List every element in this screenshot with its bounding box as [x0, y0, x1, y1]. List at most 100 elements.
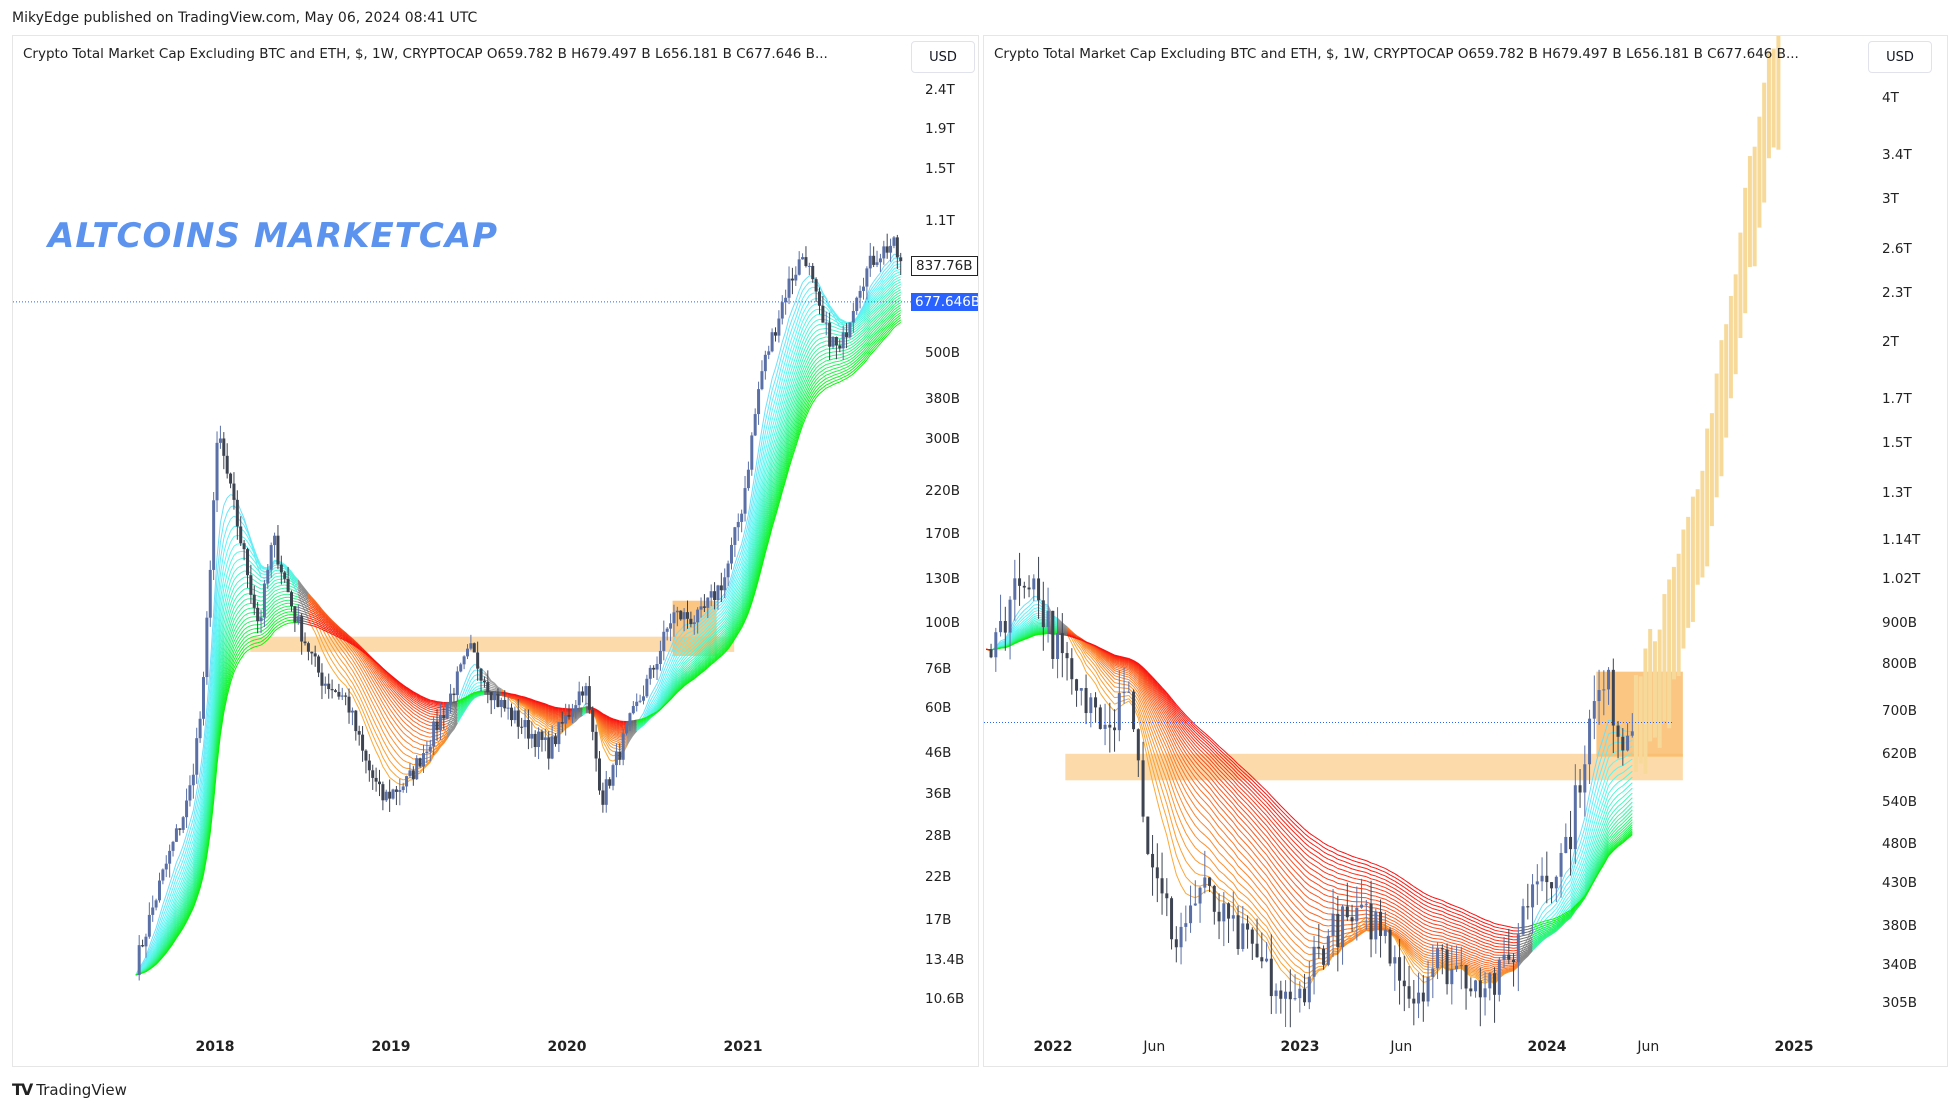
ema-ribbon-segment: [473, 688, 478, 692]
ema-ribbon-segment: [693, 669, 698, 674]
ema-ribbon-segment: [182, 861, 188, 872]
ema-ribbon-segment: [690, 637, 695, 641]
ema-ribbon-segment: [605, 733, 611, 739]
ema-ribbon-segment: [609, 720, 614, 724]
ema-ribbon-segment: [311, 610, 316, 613]
ema-ribbon-segment: [338, 663, 343, 669]
ema-ribbon-segment: [189, 892, 194, 902]
ema-ribbon-segment: [690, 678, 695, 682]
ema-ribbon-segment: [236, 597, 242, 603]
ema-ribbon-segment: [693, 623, 698, 628]
ema-ribbon-segment: [338, 650, 343, 657]
ema-ribbon-segment: [274, 596, 279, 599]
chart-panel-left[interactable]: Crypto Total Market Cap Excluding BTC an…: [12, 35, 979, 1067]
ema-ribbon-segment: [541, 716, 546, 720]
ema-ribbon-segment: [440, 732, 444, 735]
ema-ribbon-segment: [301, 603, 306, 612]
ema-ribbon-segment: [717, 603, 722, 608]
ema-ribbon-segment: [413, 720, 417, 724]
ema-ribbon-segment: [680, 685, 685, 690]
ema-ribbon-segment: [409, 706, 414, 711]
ema-ribbon-segment: [548, 725, 553, 728]
ema-ribbon-segment: [202, 754, 208, 786]
chart-canvas-left[interactable]: [13, 36, 978, 1066]
ema-ribbon-segment: [727, 615, 732, 622]
ema-ribbon-segment: [291, 576, 296, 581]
ema-ribbon-segment: [274, 609, 279, 613]
ema-ribbon-segment: [683, 666, 688, 671]
ema-ribbon-segment: [575, 711, 580, 714]
ema-ribbon-segment: [297, 582, 303, 587]
ema-ribbon-segment: [318, 606, 323, 611]
ema-ribbon-segment: [379, 668, 384, 674]
ema-ribbon-segment: [372, 667, 377, 673]
ema-ribbon-segment: [351, 688, 357, 697]
ema-ribbon-segment: [277, 622, 282, 626]
ema-ribbon-segment: [162, 917, 167, 927]
ema-ribbon-segment: [257, 631, 262, 633]
ema-ribbon-segment: [670, 675, 675, 683]
ema-ribbon-segment: [325, 620, 330, 624]
ema-ribbon-segment: [426, 702, 431, 705]
ema-ribbon-segment: [230, 619, 235, 631]
ema-ribbon-segment: [257, 577, 262, 582]
ema-ribbon-segment: [165, 897, 171, 908]
ema-ribbon-segment: [294, 576, 299, 581]
ema-ribbon-segment: [423, 698, 428, 701]
ema-ribbon-segment: [148, 954, 154, 961]
ema-ribbon-segment: [402, 691, 407, 696]
ema-ribbon-segment: [365, 655, 370, 661]
ema-ribbon-segment: [206, 778, 211, 809]
ema-ribbon-segment: [710, 658, 715, 662]
ema-ribbon-segment: [321, 613, 326, 618]
ema-ribbon-segment: [710, 607, 715, 611]
ema-ribbon-segment: [535, 707, 539, 710]
ema-ribbon-segment: [531, 702, 536, 706]
ema-ribbon-segment: [396, 683, 401, 688]
ema-ribbon-segment: [687, 679, 692, 684]
ema-ribbon-segment: [186, 878, 191, 889]
ema-ribbon-segment: [182, 866, 188, 878]
ema-ribbon-segment: [206, 753, 211, 786]
ema-ribbon-segment: [659, 698, 665, 705]
ema-ribbon-segment: [676, 674, 682, 680]
ema-ribbon-segment: [707, 657, 712, 662]
ema-ribbon-segment: [172, 931, 177, 938]
ema-ribbon-segment: [680, 671, 685, 677]
ema-ribbon-segment: [450, 721, 455, 725]
ema-ribbon-segment: [182, 876, 188, 887]
ema-ribbon-segment: [426, 699, 431, 702]
ema-ribbon-segment: [325, 614, 330, 619]
ema-ribbon-segment: [213, 646, 218, 695]
ema-ribbon-segment: [497, 689, 502, 692]
ema-ribbon-segment: [720, 652, 726, 657]
ema-ribbon-segment: [406, 692, 411, 696]
ema-ribbon-segment: [260, 635, 265, 639]
ema-ribbon-segment: [707, 644, 712, 650]
ema-ribbon-segment: [602, 729, 607, 735]
ema-ribbon-segment: [169, 880, 174, 892]
ema-ribbon-segment: [165, 929, 171, 937]
ema-ribbon-segment: [602, 713, 607, 717]
ema-ribbon-segment: [453, 707, 458, 710]
ema-ribbon-segment: [348, 638, 353, 642]
ema-ribbon-segment: [315, 625, 319, 629]
ema-ribbon-segment: [731, 615, 736, 624]
ema-ribbon-segment: [731, 587, 736, 597]
ema-ribbon-segment: [494, 689, 499, 692]
ema-ribbon-segment: [541, 703, 546, 706]
ema-ribbon-segment: [670, 678, 675, 686]
ema-ribbon-segment: [440, 741, 445, 746]
ema-ribbon-segment: [155, 942, 160, 951]
ema-ribbon-segment: [358, 647, 363, 652]
ema-ribbon-segment: [700, 652, 705, 657]
ema-ribbon-segment: [470, 684, 475, 690]
ema-ribbon-segment: [389, 675, 394, 680]
ema-ribbon-segment: [392, 732, 397, 739]
ema-ribbon-segment: [267, 598, 272, 603]
ema-ribbon-segment: [551, 726, 556, 730]
ema-ribbon-segment: [700, 630, 705, 635]
ema-ribbon-segment: [727, 620, 732, 627]
ema-ribbon-segment: [551, 706, 556, 709]
ema-ribbon-segment: [693, 673, 698, 677]
